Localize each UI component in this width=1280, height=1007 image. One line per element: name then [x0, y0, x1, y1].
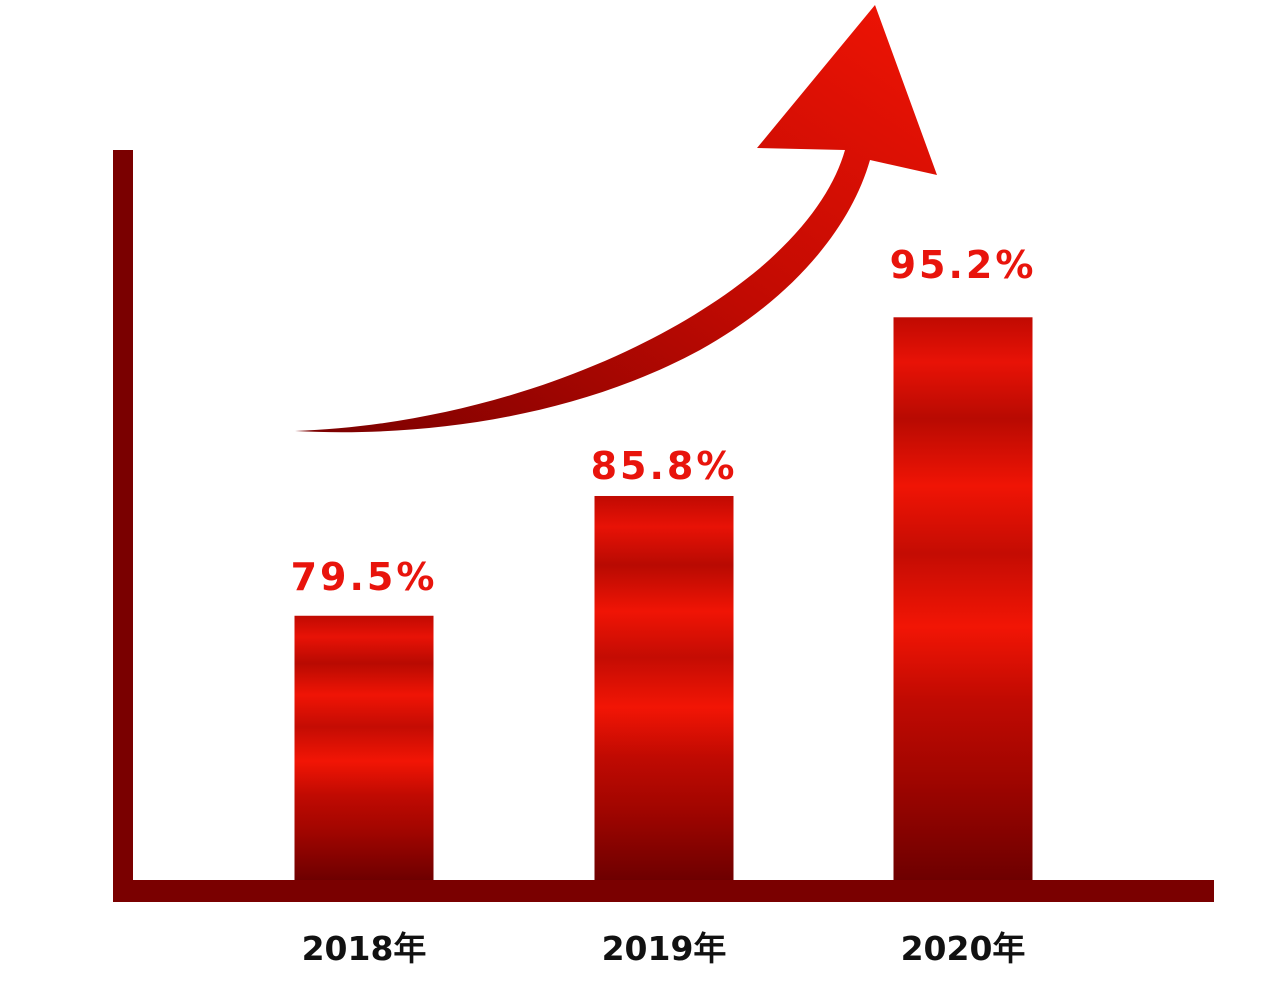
- value-label: 95.2%: [890, 243, 1037, 287]
- bar-2020年: [893, 317, 1033, 881]
- bar-2019年: [594, 495, 734, 880]
- y-axis-line: [113, 150, 133, 902]
- x-axis-line: [113, 880, 1214, 902]
- category-label: 2019年: [602, 929, 727, 968]
- category-label: 2020年: [901, 929, 1026, 968]
- value-label: 79.5%: [291, 555, 438, 599]
- bar-2018年: [294, 615, 434, 880]
- value-label: 85.8%: [591, 444, 738, 488]
- category-label: 2018年: [302, 929, 427, 968]
- rising-arrow-icon: [295, 5, 937, 433]
